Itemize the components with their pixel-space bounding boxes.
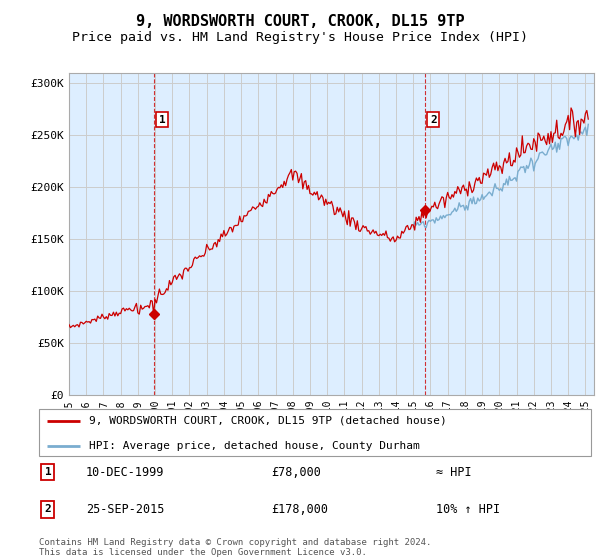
Text: HPI: Average price, detached house, County Durham: HPI: Average price, detached house, Coun…: [89, 441, 419, 451]
Text: 10% ↑ HPI: 10% ↑ HPI: [436, 503, 500, 516]
FancyBboxPatch shape: [39, 409, 591, 456]
Text: 1: 1: [44, 467, 51, 477]
Text: 1: 1: [159, 115, 166, 124]
Text: Contains HM Land Registry data © Crown copyright and database right 2024.
This d: Contains HM Land Registry data © Crown c…: [39, 538, 431, 557]
Text: 9, WORDSWORTH COURT, CROOK, DL15 9TP: 9, WORDSWORTH COURT, CROOK, DL15 9TP: [136, 14, 464, 29]
Text: £78,000: £78,000: [271, 465, 321, 479]
Text: 9, WORDSWORTH COURT, CROOK, DL15 9TP (detached house): 9, WORDSWORTH COURT, CROOK, DL15 9TP (de…: [89, 416, 446, 426]
Text: 10-DEC-1999: 10-DEC-1999: [86, 465, 164, 479]
Text: 25-SEP-2015: 25-SEP-2015: [86, 503, 164, 516]
Text: 2: 2: [430, 115, 437, 124]
Text: Price paid vs. HM Land Registry's House Price Index (HPI): Price paid vs. HM Land Registry's House …: [72, 31, 528, 44]
Text: 2: 2: [44, 505, 51, 515]
Text: £178,000: £178,000: [271, 503, 328, 516]
Text: ≈ HPI: ≈ HPI: [436, 465, 472, 479]
